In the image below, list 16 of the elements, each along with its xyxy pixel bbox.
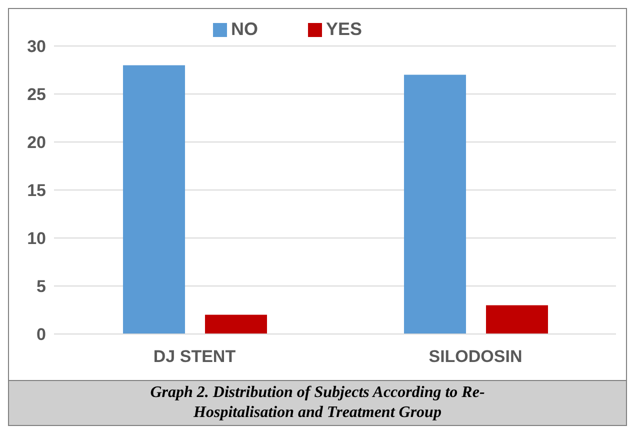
bar [123, 65, 185, 334]
y-tick-label: 20 [27, 133, 46, 152]
x-tick-label: SILODOSIN [428, 347, 522, 366]
y-tick-label: 30 [27, 37, 46, 56]
bar [404, 74, 466, 334]
y-tick-label: 0 [36, 325, 46, 344]
legend-label: YES [326, 19, 362, 39]
y-tick-label: 5 [36, 277, 46, 296]
text: Graph 2. Distribution of Subjects According to Re-Hospitalisation and Treatment Group [149, 383, 486, 423]
y-tick-label: 10 [27, 229, 46, 248]
bar [205, 314, 267, 334]
y-tick-label: 15 [27, 181, 46, 200]
y-tick-label: 25 [27, 85, 46, 104]
legend-label: NO [230, 19, 258, 39]
x-tick-label: DJ STENT [153, 347, 236, 366]
bar [486, 305, 548, 334]
